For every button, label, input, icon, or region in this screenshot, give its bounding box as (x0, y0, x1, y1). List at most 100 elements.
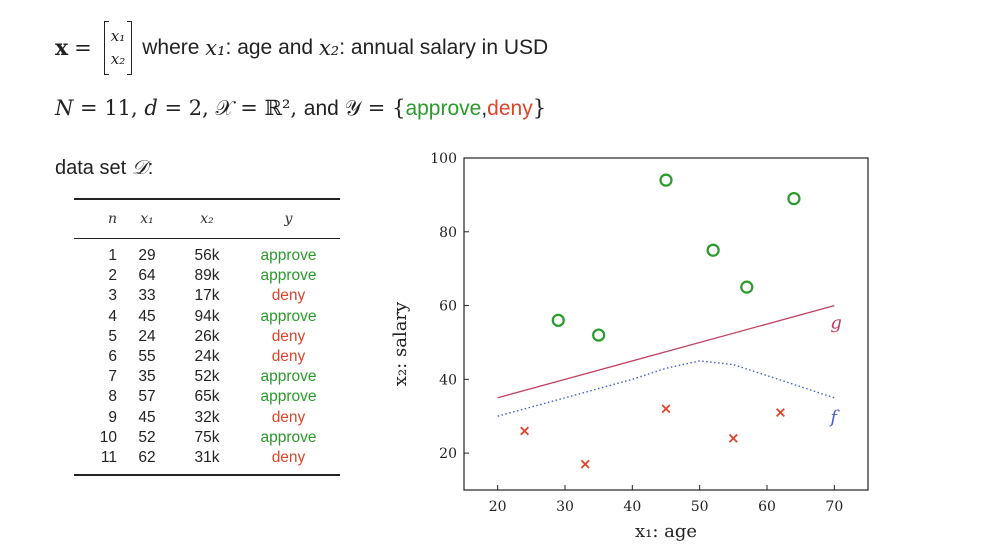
x1-symbol: x₁ (205, 36, 226, 60)
y-tick-label: 100 (430, 151, 457, 167)
cell-x1: 45 (138, 307, 156, 325)
input-space-symbol: 𝒳 (215, 96, 234, 120)
cell-y: deny (271, 287, 306, 305)
table-row: 5 24 26k deny (74, 327, 340, 347)
cell-y: approve (260, 388, 317, 406)
y-tick-label: 80 (439, 225, 457, 241)
table-row: 11 62 31k deny (74, 448, 340, 474)
point-approve (740, 280, 754, 294)
point-approve (659, 173, 673, 187)
table-row: 3 33 17k deny (74, 286, 340, 306)
point-deny (661, 404, 671, 414)
cell-y: deny (271, 449, 306, 467)
point-deny (580, 459, 590, 469)
d-symbol: d (144, 96, 158, 120)
point-approve (551, 313, 565, 327)
cell-x1: 62 (138, 449, 156, 467)
cell-y: approve (260, 307, 317, 325)
cell-x1: 45 (138, 408, 156, 426)
cell-x1: 55 (138, 348, 156, 366)
header-x1: x₁ (117, 200, 177, 239)
x2-symbol: x₂ (318, 36, 340, 60)
approve-label: approve (405, 97, 482, 120)
cell-n: 7 (108, 368, 117, 386)
n-symbol: N (55, 96, 74, 120)
cell-y: approve (260, 428, 317, 446)
dataset-label: data set 𝒟: (55, 155, 153, 180)
problem-parameters: N = 11, d = 2, 𝒳 = ℝ², and 𝒴 = {approve,… (55, 96, 546, 121)
output-space-close: } (532, 96, 547, 120)
cell-x2: 94k (194, 307, 220, 325)
cell-x1: 52 (138, 428, 156, 446)
cell-n: 5 (108, 327, 117, 345)
table-row: 6 55 24k deny (74, 347, 340, 367)
cell-n: 9 (108, 408, 117, 426)
cell-y: approve (260, 368, 317, 386)
cell-x1: 24 (138, 327, 156, 345)
cell-x1: 35 (138, 368, 156, 386)
equals-sign: = (74, 36, 92, 60)
dataset-colon: : (147, 157, 154, 179)
curve-g (497, 304, 835, 399)
x-marker-stroke (520, 426, 530, 436)
cell-x1: 57 (138, 388, 156, 406)
cell-n: 4 (108, 307, 117, 325)
cell-n: 1 (108, 247, 117, 264)
dataset-table: n x₁ x₂ y 1 29 56k approve 2 64 89k approve 3 33 1… (74, 198, 340, 477)
column-vector: x₁ x₂ (103, 21, 133, 75)
point-deny (728, 433, 738, 443)
y-axis-label: x₂: salary (390, 301, 411, 386)
table-row: 9 45 32k deny (74, 408, 340, 428)
cell-n: 6 (108, 348, 117, 366)
cell-y: approve (260, 267, 317, 285)
cell-y: approve (260, 247, 317, 264)
cell-x2: 17k (194, 287, 220, 305)
cell-y: deny (271, 348, 306, 366)
vector-entry-x1: x₁ (110, 27, 126, 45)
plot-frame (463, 157, 869, 491)
d-value: = 2, (157, 96, 216, 120)
scatter-chart: 20 40 60 80 100 20 30 40 50 60 70 x₁: age x₂: salary… (390, 151, 869, 542)
table-row: 4 45 94k approve (74, 307, 340, 327)
cell-y: deny (271, 327, 306, 345)
point-deny (520, 426, 530, 436)
cell-x2: 89k (194, 267, 220, 285)
x-axis-label: x₁: age (635, 521, 697, 542)
header-y: y (237, 200, 340, 239)
n-value: = 11, (73, 96, 145, 120)
curve-label-g: g (830, 313, 842, 334)
cell-x2: 32k (194, 408, 220, 426)
x-marker-stroke (661, 404, 671, 414)
cell-x2: 52k (194, 368, 220, 386)
table-row: 2 64 89k approve (74, 266, 340, 286)
x-tick-label: 30 (556, 499, 574, 515)
cell-x2: 31k (194, 449, 220, 467)
table-row: 1 29 56k approve (74, 239, 340, 267)
x-marker-stroke (580, 459, 590, 469)
and-text: and (303, 97, 339, 120)
table-header-row: n x₁ x₂ y (74, 200, 340, 239)
dataset-symbol: 𝒟 (131, 155, 148, 179)
x-tick-label: 20 (489, 499, 507, 515)
y-tick-label: 60 (439, 299, 457, 315)
x1-description: : age and (225, 36, 314, 59)
x-tick-label: 40 (623, 499, 641, 515)
cell-x2: 56k (194, 247, 220, 264)
x2-description: : annual salary in USD (339, 36, 549, 59)
x-marker-stroke (728, 433, 738, 443)
cell-x1: 64 (138, 267, 156, 285)
feature-vector-definition: x = x₁ x₂ where x₁ : age and x₂ : annual… (55, 18, 548, 78)
x-vector-symbol: x (55, 35, 69, 61)
x-tick-label: 60 (758, 499, 776, 515)
cell-x2: 24k (194, 348, 220, 366)
table-row: 8 57 65k approve (74, 387, 340, 407)
x-tick-label: 50 (691, 499, 709, 515)
point-approve (706, 243, 720, 257)
cell-n: 2 (108, 267, 117, 285)
cell-x2: 65k (194, 388, 220, 406)
table-row: 7 35 52k approve (74, 367, 340, 387)
cell-n: 3 (108, 287, 117, 305)
header-x2: x₂ (177, 200, 237, 239)
curve-label-f: f (828, 407, 840, 428)
cell-x1: 29 (138, 247, 156, 264)
